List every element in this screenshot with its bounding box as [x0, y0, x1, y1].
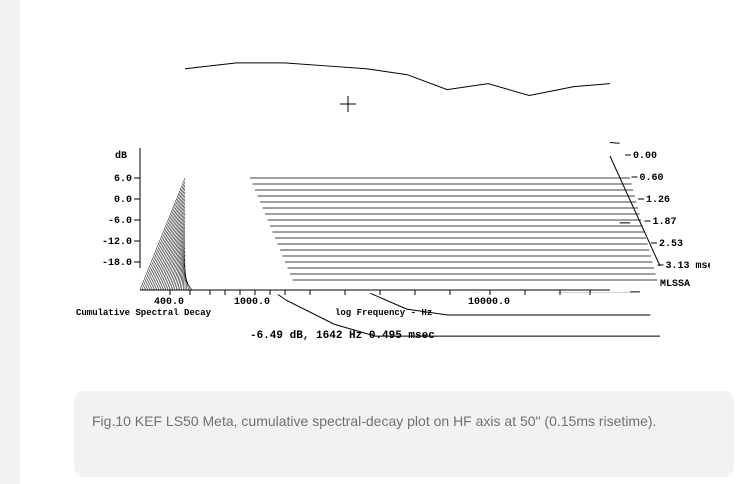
z-tick-label: 0.60 [640, 173, 664, 184]
decay-hatch-line [182, 261, 186, 291]
decay-hatch-line [166, 230, 186, 291]
z-axis-line [609, 155, 661, 267]
decay-hatch-line [139, 177, 186, 291]
decay-hatch-line [152, 202, 186, 291]
x-tick-label: 1000.0 [234, 297, 270, 308]
decay-hatch-line [168, 233, 186, 291]
decay-hatch-line [172, 240, 186, 291]
decay-hatch-line [164, 226, 186, 291]
x-axis-label: log Frequency - Hz [335, 308, 432, 318]
z-tick-label: 0.00 [633, 151, 657, 162]
decay-hatch-line [148, 195, 186, 291]
decay-slice-fill [185, 62, 610, 290]
decay-hatch-line [143, 184, 186, 291]
y-ticks: 6.0 0.0 -6.0 -12.0 -18.0 [102, 174, 140, 269]
spectral-decay-chart: dB 6.0 0.0 -6.0 -12.0 -18.0 0.00 0.60 1.26 1.87… [70, 28, 710, 348]
decay-slice-line [234, 264, 660, 337]
decay-hatch-line [154, 205, 186, 291]
decay-hatch-line [141, 181, 186, 291]
y-tick-label: 6.0 [114, 174, 132, 185]
y-axis-label: dB [115, 150, 127, 162]
brand-label: MLSSA [660, 279, 690, 290]
decay-hatch-line [157, 212, 186, 291]
decay-hatch-line [145, 188, 186, 291]
decay-hatch-line [173, 244, 186, 291]
z-tick-label: 1.26 [646, 195, 670, 206]
decay-hatch-line [161, 219, 186, 291]
decay-hatch-line [146, 191, 186, 291]
y-tick-label: -18.0 [102, 258, 132, 269]
x-tick-label: 400.0 [154, 297, 184, 308]
decay-hatch-line [181, 258, 186, 291]
z-tick-label: 3.13 msec [666, 261, 711, 272]
decay-hatch-line [179, 254, 186, 291]
chart-svg: dB 6.0 0.0 -6.0 -12.0 -18.0 0.00 0.60 1.26 1.87… [76, 62, 710, 342]
cursor-crosshair [340, 96, 356, 112]
decay-hatch-line [184, 268, 188, 291]
y-tick-label: -12.0 [102, 237, 132, 248]
figure-caption: Fig.10 KEF LS50 Meta, cumulative spectra… [74, 391, 734, 477]
x-ticks: 400.0 1000.0 10000.0 [154, 290, 591, 308]
decay-hatch-line [150, 198, 186, 291]
decay-hatch-line [184, 279, 193, 291]
decay-hatch-line [170, 237, 186, 291]
y-tick-label: 0.0 [114, 195, 132, 206]
article-card: dB 6.0 0.0 -6.0 -12.0 -18.0 0.00 0.60 1.26 1.87… [20, 0, 736, 484]
z-ticks: 0.00 0.60 1.26 1.87 2.53 3.13 msec [625, 151, 710, 272]
decay-hatch-line [177, 251, 186, 291]
z-tick-label: 1.87 [653, 217, 677, 228]
x-tick-label: 10000.0 [468, 297, 510, 308]
decay-hatch-line [175, 247, 186, 291]
y-tick-label: -6.0 [108, 216, 132, 227]
chart-title: Cumulative Spectral Decay [76, 308, 212, 318]
decay-hatch-line [163, 223, 186, 291]
decay-hatch-line [155, 209, 186, 291]
cursor-readout: -6.49 dB, 1642 Hz 0.495 msec [250, 330, 435, 342]
decay-hatch-line [159, 216, 186, 291]
z-tick-label: 2.53 [659, 239, 683, 250]
decay-slice-line [184, 62, 611, 97]
decay-slices [139, 62, 660, 337]
